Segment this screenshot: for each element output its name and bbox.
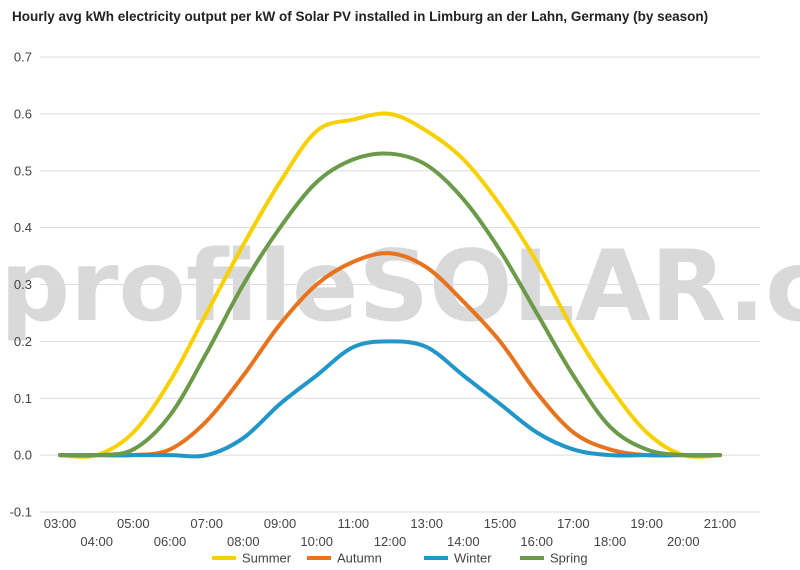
x-tick-label: 11:00 <box>338 516 370 531</box>
x-tick-label: 21:00 <box>704 516 737 531</box>
series-line-spring <box>58 151 722 458</box>
x-tick-label: 15:00 <box>484 516 517 531</box>
x-tick-label: 03:00 <box>44 516 77 531</box>
legend-label: Autumn <box>337 551 382 566</box>
y-tick-label: -0.1 <box>10 505 32 520</box>
series-line-autumn <box>58 251 722 458</box>
chart-title: Hourly avg kWh electricity output per kW… <box>12 9 709 24</box>
x-tick-label: 17:00 <box>557 516 590 531</box>
series-lines <box>58 111 722 459</box>
legend-label: Summer <box>242 551 292 566</box>
series-line-winter <box>58 339 722 459</box>
x-tick-label: 18:00 <box>594 534 627 549</box>
watermark-text: profileSOLAR.com <box>0 230 800 344</box>
x-tick-label: 16:00 <box>520 534 553 549</box>
x-tick-label: 10:00 <box>300 534 333 549</box>
legend-label: Spring <box>550 551 588 566</box>
legend-item-autumn[interactable]: Autumn <box>307 551 382 566</box>
x-tick-label: 05:00 <box>117 516 150 531</box>
legend-item-winter[interactable]: Winter <box>424 551 492 566</box>
y-tick-label: 0.3 <box>14 277 32 292</box>
y-tick-label: 0.0 <box>14 448 32 463</box>
x-tick-label: 19:00 <box>630 516 663 531</box>
gridlines <box>40 56 760 513</box>
legend: Summer Autumn Winter Spring <box>212 551 588 566</box>
x-tick-label: 07:00 <box>190 516 223 531</box>
x-tick-label: 04:00 <box>80 534 113 549</box>
x-tick-label: 12:00 <box>374 534 407 549</box>
legend-label: Winter <box>454 551 492 566</box>
x-tick-label: 09:00 <box>264 516 297 531</box>
x-tick-label: 08:00 <box>227 534 260 549</box>
y-tick-label: 0.6 <box>14 106 32 121</box>
x-tick-label: 06:00 <box>154 534 187 549</box>
legend-item-spring[interactable]: Spring <box>520 551 588 566</box>
watermark: profileSOLAR.com <box>0 230 800 344</box>
y-tick-label: 0.2 <box>14 334 32 349</box>
y-tick-label: 0.4 <box>14 220 32 235</box>
legend-item-summer[interactable]: Summer <box>212 551 292 566</box>
y-tick-label: 0.1 <box>14 391 32 406</box>
y-tick-label: 0.5 <box>14 163 32 178</box>
y-axis: -0.1 0.0 0.1 0.2 0.3 0.4 0.5 0.6 0.7 <box>10 50 32 520</box>
series-line-summer <box>58 111 722 459</box>
x-tick-label: 14:00 <box>447 534 480 549</box>
x-tick-label: 13:00 <box>410 516 443 531</box>
x-tick-label: 20:00 <box>667 534 700 549</box>
y-tick-label: 0.7 <box>14 50 32 65</box>
